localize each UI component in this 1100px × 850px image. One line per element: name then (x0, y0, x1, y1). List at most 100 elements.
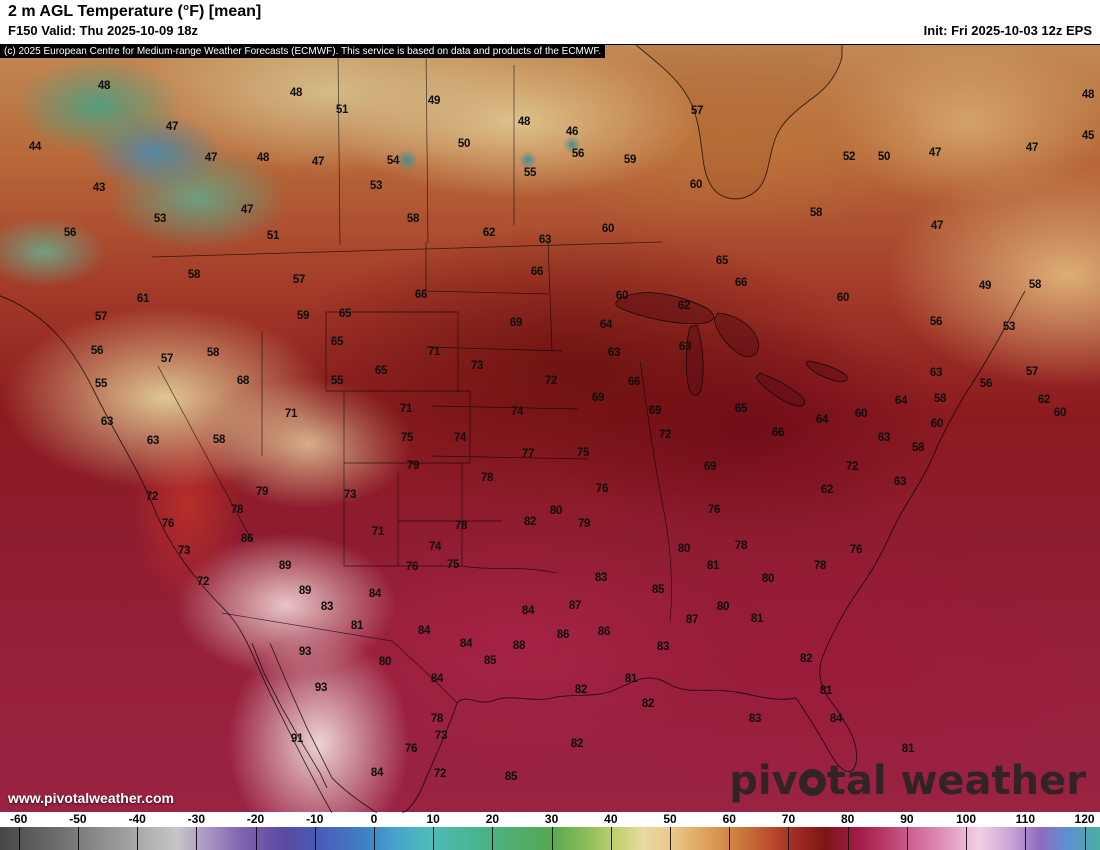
station-temperature-value: 66 (530, 266, 544, 278)
station-temperature-value: 82 (641, 698, 655, 710)
colorbar-tick-label: 0 (370, 812, 378, 826)
header: 2 m AGL Temperature (°F) [mean] F150 Val… (0, 0, 1100, 44)
station-temperature-value: 86 (597, 626, 611, 638)
station-temperature-value: 79 (577, 518, 591, 530)
station-temperature-value: 56 (979, 378, 993, 390)
station-temperature-value: 47 (240, 204, 254, 216)
station-temperature-value: 63 (100, 416, 114, 428)
station-temperature-value: 60 (854, 408, 868, 420)
station-temperature-value: 58 (206, 347, 220, 359)
colorbar-tick-label: 60 (722, 812, 736, 826)
station-temperature-value: 78 (813, 560, 827, 572)
colorbar-tick-label: 100 (956, 812, 977, 826)
lake-erie (755, 372, 805, 407)
station-temperature-value: 48 (289, 87, 303, 99)
colorbar-tick (196, 827, 198, 850)
colorbar-tick-label: 50 (663, 812, 677, 826)
colorbar-tick-label: 70 (781, 812, 796, 826)
station-temperature-value: 56 (63, 227, 77, 239)
station-temperature-value: 63 (893, 476, 907, 488)
station-temperature-value: 93 (298, 646, 312, 658)
station-temperature-value: 57 (160, 353, 174, 365)
station-temperature-value: 50 (877, 151, 891, 163)
station-temperature-value: 69 (648, 405, 662, 417)
station-temperature-value: 55 (94, 378, 108, 390)
station-temperature-value: 82 (523, 516, 537, 528)
station-temperature-value: 76 (161, 518, 175, 530)
station-temperature-value: 55 (523, 167, 537, 179)
station-temperature-value: 50 (457, 138, 471, 150)
station-temperature-value: 66 (734, 277, 748, 289)
colorbar-tick-label: 120 (1074, 812, 1095, 826)
station-temperature-value: 68 (236, 375, 250, 387)
us-canada-border (151, 241, 663, 258)
station-temperature-value: 76 (405, 561, 419, 573)
station-temperature-value: 74 (453, 432, 467, 444)
station-temperature-value: 47 (930, 220, 944, 232)
colorbar-tick-label: 10 (426, 812, 440, 826)
station-temperature-value: 62 (482, 227, 496, 239)
station-temperature-value: 82 (570, 738, 584, 750)
station-temperature-value: 81 (750, 613, 764, 625)
station-temperature-value: 59 (296, 310, 310, 322)
page-title: 2 m AGL Temperature (°F) [mean] (8, 3, 262, 20)
station-temperature-value: 71 (427, 346, 441, 358)
east-coastline (795, 290, 1026, 773)
station-temperature-value: 75 (446, 559, 460, 571)
station-temperature-value: 84 (829, 713, 843, 725)
station-temperature-value: 65 (374, 365, 388, 377)
station-temperature-value: 53 (153, 213, 167, 225)
station-temperature-value: 64 (599, 319, 613, 331)
station-temperature-value: 84 (521, 605, 535, 617)
site-url: www.pivotalweather.com (8, 790, 174, 806)
colorbar-tick (77, 827, 79, 850)
station-temperature-value: 81 (706, 560, 720, 572)
station-temperature-value: 56 (90, 345, 104, 357)
station-temperature-value: 80 (378, 656, 392, 668)
station-temperature-value: 74 (428, 541, 442, 553)
station-temperature-value: 91 (290, 733, 304, 745)
station-temperature-value: 63 (929, 367, 943, 379)
colorbar-tick (966, 827, 968, 850)
hudson-bay-outline (635, 45, 843, 200)
station-temperature-value: 79 (406, 460, 420, 472)
colorbar-tick-label: -50 (69, 812, 87, 826)
station-temperature-value: 56 (929, 316, 943, 328)
colorbar-tick (788, 827, 790, 850)
station-temperature-value: 83 (656, 641, 670, 653)
colorbar-tick (18, 827, 20, 850)
station-temperature-value: 76 (595, 483, 609, 495)
colorbar-tick-label: -60 (10, 812, 28, 826)
logo-circle-icon (798, 769, 826, 796)
station-temperature-value: 83 (748, 713, 762, 725)
colorbar-tick (1025, 827, 1027, 850)
colorbar-tick (314, 827, 316, 850)
station-temperature-value: 71 (371, 526, 385, 538)
station-temperature-value: 58 (212, 434, 226, 446)
station-temperature-value: 72 (544, 375, 558, 387)
station-temperature-value: 60 (689, 179, 703, 191)
station-temperature-value: 69 (703, 461, 717, 473)
great-lakes (615, 292, 848, 407)
station-temperature-value: 81 (819, 685, 833, 697)
station-temperature-value: 57 (1025, 366, 1039, 378)
colorbar-tick-label: -30 (187, 812, 205, 826)
lake-huron (713, 312, 759, 357)
station-temperature-value: 60 (1053, 407, 1067, 419)
mississippi-river-border (639, 360, 672, 622)
station-temperature-value: 57 (292, 274, 306, 286)
station-temperature-value: 60 (836, 292, 850, 304)
station-temperature-value: 47 (204, 152, 218, 164)
temperature-map: (c) 2025 European Centre for Medium-rang… (0, 44, 1100, 813)
init-time-label: Init: Fri 2025-10-03 12z EPS (923, 23, 1092, 38)
station-temperature-value: 80 (761, 573, 775, 585)
station-temperature-value: 66 (414, 289, 428, 301)
political-borders (151, 48, 672, 704)
lake-ontario (805, 360, 848, 382)
station-temperature-value: 78 (430, 713, 444, 725)
station-temperature-value: 48 (517, 116, 531, 128)
station-temperature-value: 58 (911, 442, 925, 454)
colorbar-tick-label: 110 (1015, 812, 1035, 826)
station-temperature-value: 47 (1025, 142, 1039, 154)
station-temperature-value: 78 (454, 520, 468, 532)
